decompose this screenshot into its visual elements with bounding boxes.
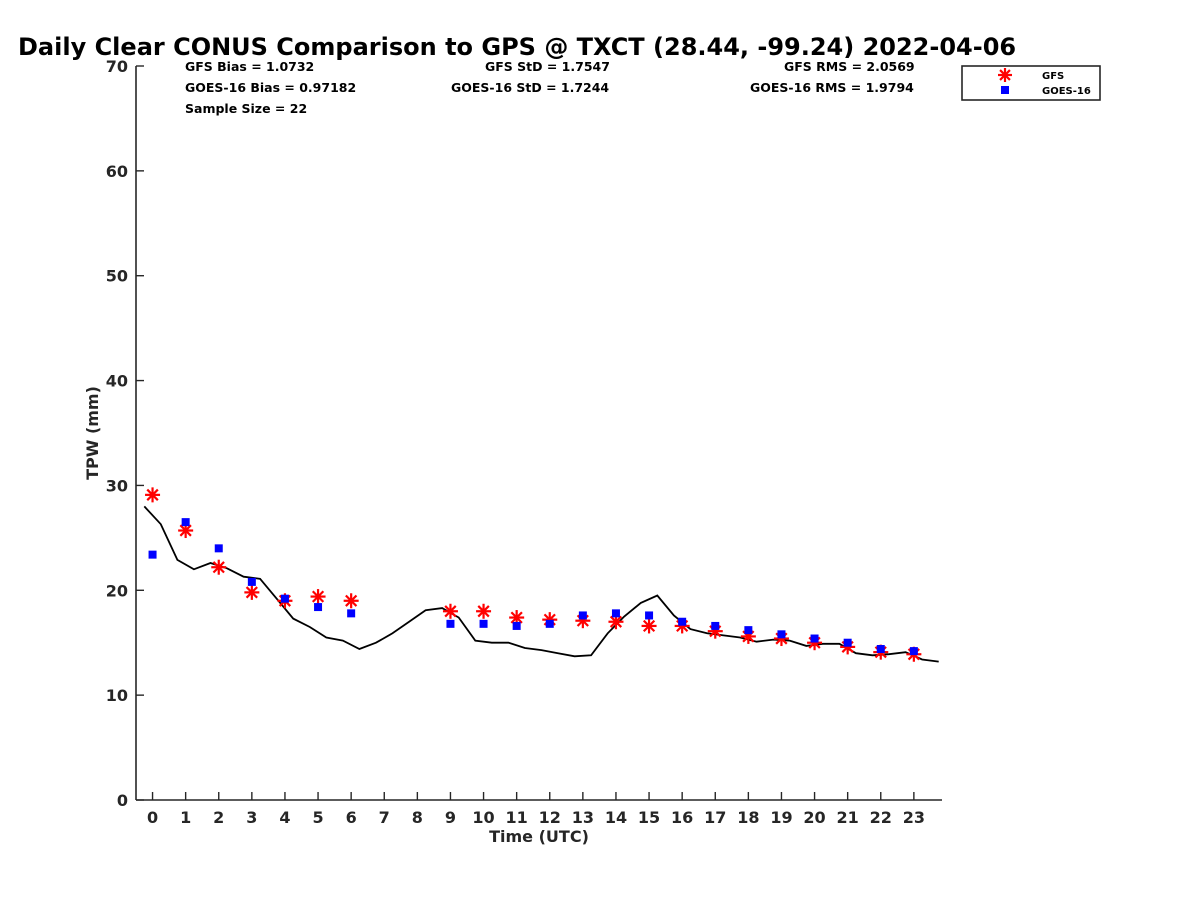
stat-goes-std: GOES-16 StD = 1.7244 bbox=[451, 80, 609, 95]
goes16-point bbox=[512, 621, 521, 630]
goes16-point bbox=[347, 609, 356, 618]
gfs-point bbox=[145, 487, 161, 503]
y-tick-label: 50 bbox=[106, 267, 128, 286]
stat-sample-size: Sample Size = 22 bbox=[185, 101, 307, 116]
gps-line bbox=[143, 505, 939, 663]
series-gps-line bbox=[143, 505, 939, 663]
goes16-point bbox=[843, 638, 852, 647]
x-tick-label: 15 bbox=[638, 808, 660, 827]
stat-gfs-rms: GFS RMS = 2.0569 bbox=[784, 59, 915, 74]
x-tick-label: 3 bbox=[246, 808, 257, 827]
x-axis-label: Time (UTC) bbox=[489, 827, 589, 846]
goes16-point bbox=[247, 577, 256, 586]
x-tick-label: 23 bbox=[903, 808, 925, 827]
gfs-point bbox=[211, 559, 227, 575]
goes16-point bbox=[545, 619, 554, 628]
x-tick-label: 19 bbox=[770, 808, 792, 827]
goes16-point bbox=[214, 544, 223, 553]
stat-goes-rms: GOES-16 RMS = 1.9794 bbox=[750, 80, 914, 95]
x-tick-label: 17 bbox=[704, 808, 726, 827]
gfs-point bbox=[442, 603, 458, 619]
goes16-point bbox=[148, 550, 157, 559]
x-tick-label: 6 bbox=[346, 808, 357, 827]
x-tick-label: 8 bbox=[412, 808, 423, 827]
gfs-point bbox=[476, 603, 492, 619]
x-tick-label: 14 bbox=[605, 808, 627, 827]
x-tick-label: 9 bbox=[445, 808, 456, 827]
y-tick-label: 60 bbox=[106, 162, 128, 181]
stat-goes-bias: GOES-16 Bias = 0.97182 bbox=[185, 80, 356, 95]
y-tick-label: 0 bbox=[117, 791, 128, 810]
legend-goes-marker bbox=[1001, 86, 1009, 94]
y-tick-label: 30 bbox=[106, 476, 128, 495]
x-tick-label: 0 bbox=[147, 808, 158, 827]
y-tick-label: 10 bbox=[106, 686, 128, 705]
gfs-point bbox=[343, 593, 359, 609]
legend-gfs-asterisk bbox=[998, 68, 1012, 82]
goes16-point bbox=[711, 621, 720, 630]
x-tick-label: 7 bbox=[379, 808, 390, 827]
x-tick-label: 11 bbox=[506, 808, 528, 827]
x-tick-label: 2 bbox=[213, 808, 224, 827]
x-tick-label: 10 bbox=[472, 808, 494, 827]
y-axis-label: TPW (mm) bbox=[83, 386, 102, 480]
x-tick-label: 1 bbox=[180, 808, 191, 827]
series-gfs bbox=[145, 487, 922, 662]
legend-gfs-label: GFS bbox=[1042, 71, 1064, 82]
goes16-point bbox=[810, 634, 819, 643]
goes16-point bbox=[578, 611, 587, 620]
legend-gfs-marker bbox=[998, 68, 1012, 82]
x-axis-ticks: 0 1 2 3 4 5 6 7 8 9 10 11 12 13 14 15 16 17 18 19 20 21 22 23 bbox=[147, 792, 925, 827]
goes16-point bbox=[744, 626, 753, 635]
x-tick-label: 22 bbox=[870, 808, 892, 827]
x-tick-label: 21 bbox=[837, 808, 859, 827]
x-tick-label: 5 bbox=[312, 808, 323, 827]
goes16-point bbox=[280, 594, 289, 603]
legend-goes-label: GOES-16 bbox=[1042, 86, 1091, 97]
gfs-point bbox=[608, 614, 624, 630]
goes16-point bbox=[181, 518, 190, 527]
x-tick-label: 13 bbox=[572, 808, 594, 827]
x-tick-label: 4 bbox=[279, 808, 290, 827]
y-tick-label: 20 bbox=[106, 581, 128, 600]
goes16-point bbox=[611, 609, 620, 618]
series-goes16 bbox=[148, 518, 918, 656]
goes16-point bbox=[777, 630, 786, 639]
x-tick-label: 12 bbox=[539, 808, 561, 827]
chart-title: Daily Clear CONUS Comparison to GPS @ TX… bbox=[18, 33, 1016, 61]
gfs-point bbox=[310, 589, 326, 605]
goes16-point bbox=[678, 617, 687, 626]
stat-gfs-bias: GFS Bias = 1.0732 bbox=[185, 59, 314, 74]
legend: GFS GOES-16 bbox=[961, 65, 1101, 101]
x-tick-label: 20 bbox=[803, 808, 825, 827]
x-tick-label: 18 bbox=[737, 808, 759, 827]
y-axis-ticks: 0 10 20 30 40 50 60 70 bbox=[106, 57, 144, 810]
goes16-point bbox=[314, 603, 323, 612]
y-tick-label: 40 bbox=[106, 372, 128, 391]
goes16-point bbox=[876, 645, 885, 654]
goes16-point bbox=[446, 619, 455, 628]
goes16-point bbox=[645, 611, 654, 620]
legend-box bbox=[961, 65, 1101, 101]
goes16-point bbox=[479, 619, 488, 628]
stat-gfs-std: GFS StD = 1.7547 bbox=[485, 59, 610, 74]
x-tick-label: 16 bbox=[671, 808, 693, 827]
y-tick-label: 70 bbox=[106, 57, 128, 76]
plot-area bbox=[143, 487, 939, 663]
gfs-point bbox=[641, 618, 657, 634]
gfs-point bbox=[244, 584, 260, 600]
goes16-point bbox=[909, 647, 918, 656]
